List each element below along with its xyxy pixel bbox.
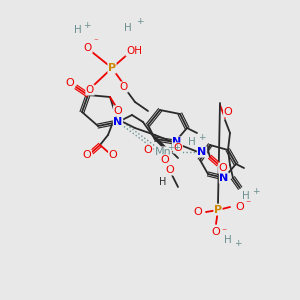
Text: ++: ++ (167, 142, 181, 152)
Text: N: N (172, 137, 182, 147)
Text: H: H (159, 177, 167, 187)
Text: +: + (198, 134, 206, 142)
Text: O: O (114, 106, 122, 116)
Text: N: N (219, 173, 229, 183)
Text: O: O (166, 165, 174, 175)
Text: H: H (242, 191, 250, 201)
Text: O: O (82, 150, 91, 160)
Text: O: O (86, 85, 94, 95)
Text: +: + (136, 17, 144, 26)
Text: H: H (74, 25, 82, 35)
Text: O: O (84, 43, 92, 53)
Text: O: O (236, 202, 244, 212)
Text: +: + (252, 188, 260, 196)
Text: OH: OH (126, 46, 142, 56)
Text: O: O (224, 107, 232, 117)
Text: +: + (234, 239, 242, 248)
Text: P: P (108, 63, 116, 73)
Text: N: N (197, 147, 207, 157)
Text: P: P (214, 205, 222, 215)
Text: H: H (224, 235, 232, 245)
Text: O: O (66, 78, 74, 88)
Text: H: H (124, 23, 132, 33)
Text: ⁻: ⁻ (94, 38, 98, 46)
Text: O: O (144, 145, 152, 155)
Text: O: O (109, 150, 117, 160)
Text: H: H (188, 137, 196, 147)
Text: O: O (212, 227, 220, 237)
Text: O: O (219, 163, 227, 173)
Text: ⁻: ⁻ (221, 227, 226, 237)
Text: ⁻: ⁻ (245, 199, 250, 209)
Text: O: O (174, 143, 182, 153)
Text: O: O (160, 155, 169, 165)
Text: Mn: Mn (154, 147, 171, 157)
Text: O: O (194, 207, 202, 217)
Text: O: O (120, 82, 128, 92)
Text: N: N (113, 117, 123, 127)
Text: +: + (83, 20, 91, 29)
